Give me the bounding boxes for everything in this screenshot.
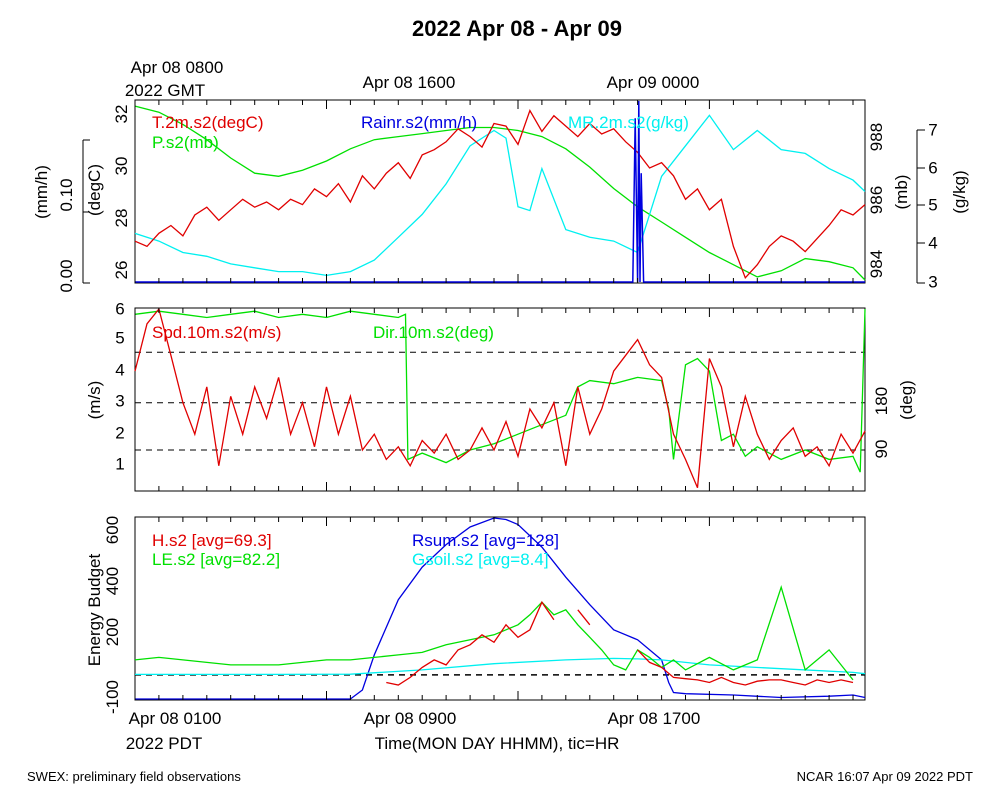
speed-tick-3: 3: [115, 391, 124, 410]
rain-tick-0: 0.00: [57, 259, 76, 292]
x-axis-ticks: [134, 100, 854, 700]
rain-tick-1: 0.10: [57, 178, 76, 211]
sensible-heat-segment-1: [577, 609, 591, 626]
panel-middle-frame: [134, 307, 866, 492]
series-line-latent-heat: [134, 585, 854, 681]
speed-axis-label: (m/s): [85, 381, 104, 420]
press-tick-988: 988: [867, 123, 886, 151]
legend-pressure: P.s2(mb): [152, 133, 219, 152]
series-line-gsoil: [135, 657, 866, 676]
legend-rsum: Rsum.s2 [avg=128]: [412, 531, 559, 550]
series-line-temperature: [134, 108, 866, 280]
bottom-time-label-3: Apr 08 1700: [608, 709, 701, 728]
temp-tick-32: 32: [112, 105, 131, 124]
panel-bottom-frame: [134, 516, 866, 701]
legend-temperature: T.2m.s2(degC): [152, 113, 263, 132]
temp-tick-28: 28: [112, 209, 131, 228]
rain-axis-label: (mm/h): [32, 165, 51, 219]
panel-top: 0.00 0.10 (mm/h) (degC) 26 28 30 32 984 …: [32, 99, 969, 293]
mr-tick-4: 4: [928, 233, 937, 252]
press-tick-986: 986: [867, 186, 886, 214]
legend-gsoil: Gsoil.s2 [avg=8.4]: [412, 550, 549, 569]
mr-tick-6: 6: [928, 158, 937, 177]
chart-title: 2022 Apr 08 - Apr 09: [412, 16, 622, 41]
legend-sensible-heat: H.s2 [avg=69.3]: [152, 531, 272, 550]
temp-tick-30: 30: [112, 157, 131, 176]
legend-wind-speed: Spd.10m.s2(m/s): [152, 323, 281, 342]
mr-axis-label: (g/kg): [950, 170, 969, 213]
mr-tick-5: 5: [928, 195, 937, 214]
series-line-sensible-heat: [386, 600, 854, 686]
energy-axis-label: Energy Budget: [85, 553, 104, 666]
speed-tick-5: 5: [115, 328, 124, 347]
legend-mixing-ratio: MR.2m.s2(g/kg): [568, 113, 689, 132]
legend-rain-rate: Rainr.s2(mm/h): [361, 113, 477, 132]
sensible-heat-segment-2: [637, 649, 854, 686]
panel-middle: 1 2 3 4 5 6 (m/s) 90 180 (deg) Spd.10m.s…: [85, 299, 916, 492]
energy-tick-400: 400: [103, 567, 122, 595]
temp-tick-26: 26: [112, 261, 131, 280]
legend-latent-heat: LE.s2 [avg=82.2]: [152, 550, 280, 569]
sensible-heat-segment-0: [386, 600, 555, 686]
series-line-pressure: [134, 105, 866, 281]
temp-axis-label: (degC): [85, 164, 104, 216]
series-line-mixing-ratio: [134, 114, 866, 277]
speed-tick-6: 6: [115, 299, 124, 318]
bottom-time-label-2: Apr 08 0900: [364, 709, 457, 728]
top-time-label-1: Apr 08 0800: [131, 58, 224, 77]
series-line-wind-speed: [134, 307, 866, 489]
energy-tick-neg100: -100: [103, 680, 122, 714]
series-line-rsum: [135, 517, 866, 700]
dir-axis-label: (deg): [897, 380, 916, 420]
footer-left: SWEX: preliminary field observations: [27, 769, 241, 784]
press-tick-984: 984: [867, 250, 886, 278]
top-time-zone: 2022 GMT: [125, 81, 205, 100]
top-time-label-3: Apr 09 0000: [607, 73, 700, 92]
x-axis-title: Time(MON DAY HHMM), tic=HR: [375, 734, 620, 753]
top-time-label-2: Apr 08 1600: [363, 73, 456, 92]
footer-right: NCAR 16:07 Apr 09 2022 PDT: [797, 769, 973, 784]
bottom-time-label-1: Apr 08 0100: [129, 709, 222, 728]
press-axis-label: (mb): [892, 175, 911, 210]
dir-tick-90: 90: [872, 440, 891, 459]
legend-wind-direction: Dir.10m.s2(deg): [373, 323, 494, 342]
mr-tick-3: 3: [928, 272, 937, 291]
series-line-wind-direction: [134, 308, 866, 473]
speed-tick-2: 2: [115, 423, 124, 442]
speed-tick-1: 1: [115, 454, 124, 473]
bottom-time-zone: 2022 PDT: [126, 734, 203, 753]
series-line-rain-rate: [135, 100, 865, 283]
speed-tick-4: 4: [115, 360, 124, 379]
mr-tick-7: 7: [928, 120, 937, 139]
panel-bottom: -100 200 400 600 Energy Budget H.s2 [avg…: [85, 516, 866, 714]
dir-tick-180: 180: [872, 387, 891, 415]
energy-tick-600: 600: [103, 516, 122, 544]
energy-tick-200: 200: [103, 618, 122, 646]
